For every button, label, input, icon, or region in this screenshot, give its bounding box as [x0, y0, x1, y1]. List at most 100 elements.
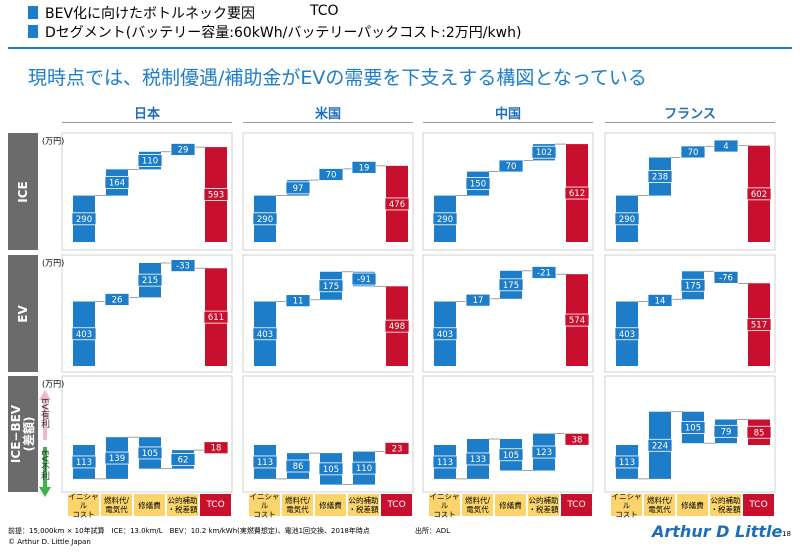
category-label: 公的補助 ・税差額 [710, 494, 741, 516]
value-label: 290 [76, 215, 92, 225]
bullet [28, 25, 38, 38]
label-box [432, 455, 458, 469]
value-label: 517 [751, 321, 767, 331]
category-label: 燃料代/ 電気代 [101, 494, 132, 516]
label-box [285, 294, 311, 308]
value-label: 11 [293, 297, 304, 307]
value-label: 403 [257, 330, 273, 340]
arrow-down [39, 447, 51, 497]
value-label: 62 [178, 455, 189, 465]
value-label: 19 [359, 163, 370, 173]
page-number: 18 [782, 530, 791, 538]
category-label: イニシャル コスト [249, 491, 280, 519]
value-label: 97 [293, 184, 304, 194]
label-box [203, 441, 229, 455]
label-box [318, 168, 344, 181]
label-box [564, 313, 590, 327]
label-box [318, 279, 344, 293]
label-box [351, 160, 377, 174]
value-label: 4 [723, 142, 728, 152]
category-label: 燃料代/ 電気代 [282, 494, 313, 516]
value-label: 123 [536, 448, 552, 458]
value-label: -33 [176, 262, 190, 272]
value-label: -76 [719, 273, 733, 283]
label-box [680, 145, 706, 159]
value-label: 290 [437, 215, 453, 225]
subtitle: Dセグメント(バッテリー容量:60kWh/バッテリーパックコスト:2万円/kwh… [45, 25, 522, 41]
value-label: 85 [754, 428, 765, 438]
row-label-box [8, 376, 38, 492]
value-label: 113 [437, 458, 453, 468]
value-label: 290 [619, 215, 635, 225]
label-box [614, 455, 640, 469]
country-header: 米国 [314, 107, 341, 122]
label-box [384, 442, 410, 455]
label-box [680, 421, 706, 434]
value-label: 611 [208, 313, 224, 323]
label-box [647, 293, 673, 307]
label-box [746, 425, 772, 439]
label-box [71, 455, 97, 469]
value-label: 86 [293, 462, 304, 472]
source: 出所：ADL [415, 527, 451, 535]
rule [8, 47, 792, 49]
category-label: イニシャル コスト [611, 491, 642, 519]
label-box [71, 212, 97, 226]
category-label: 燃料代/ 電気代 [462, 494, 493, 516]
label-box [384, 197, 410, 211]
label-box [137, 446, 163, 460]
category-label: TCO [381, 494, 412, 516]
arrow-up [39, 390, 51, 440]
value-label: 133 [470, 455, 486, 465]
value-label: 105 [503, 451, 519, 461]
value-label: 110 [142, 157, 158, 167]
value-label: 38 [572, 435, 583, 445]
label-box [351, 272, 377, 286]
unit-label: (万円) [42, 259, 64, 268]
value-label: 403 [437, 330, 453, 340]
value-label: 23 [392, 444, 403, 454]
country-header: フランス [664, 107, 716, 122]
header-rule [62, 122, 232, 123]
value-label: 105 [685, 423, 701, 433]
header-rule [243, 122, 413, 123]
value-label: 290 [257, 215, 273, 225]
unit-label: (万円) [42, 380, 64, 389]
category-label: 公的補助 ・税差額 [348, 494, 379, 516]
country-header: 日本 [133, 107, 160, 122]
value-label: 79 [721, 427, 732, 437]
label-box [351, 461, 377, 475]
category-label: 修繕費 [315, 494, 346, 516]
label-box [104, 293, 130, 306]
label-box [432, 212, 458, 226]
value-label: 175 [503, 281, 519, 291]
row-label-box [8, 133, 38, 250]
label-box [498, 448, 524, 462]
value-label: 17 [473, 296, 484, 306]
value-label: 175 [323, 282, 339, 292]
headline: 現時点では、税制優遇/補助金がEVの需要を下支えする構図となっている [28, 67, 647, 89]
value-label: 102 [536, 148, 552, 158]
label-box [498, 159, 524, 173]
value-label: 29 [178, 145, 189, 155]
value-label: 403 [76, 330, 92, 340]
label-box [252, 212, 278, 226]
label-box [252, 327, 278, 341]
value-label: 574 [569, 316, 585, 326]
unit-label: (万円) [42, 137, 64, 146]
value-label: 150 [470, 180, 486, 190]
label-box [137, 273, 163, 287]
value-label: 498 [389, 322, 405, 332]
footnote: 前提：15,000km × 10年試算 ICE：13.0km/L BEV：10.… [8, 527, 370, 535]
label-box [170, 143, 196, 156]
label-box [531, 445, 557, 459]
value-label: 70 [688, 148, 699, 158]
label-box [531, 145, 557, 159]
value-label: 139 [109, 454, 125, 464]
label-box [498, 278, 524, 292]
category-label: 修繕費 [134, 494, 165, 516]
label-box [564, 186, 590, 200]
value-label: 14 [655, 296, 666, 306]
bullet [28, 6, 38, 19]
